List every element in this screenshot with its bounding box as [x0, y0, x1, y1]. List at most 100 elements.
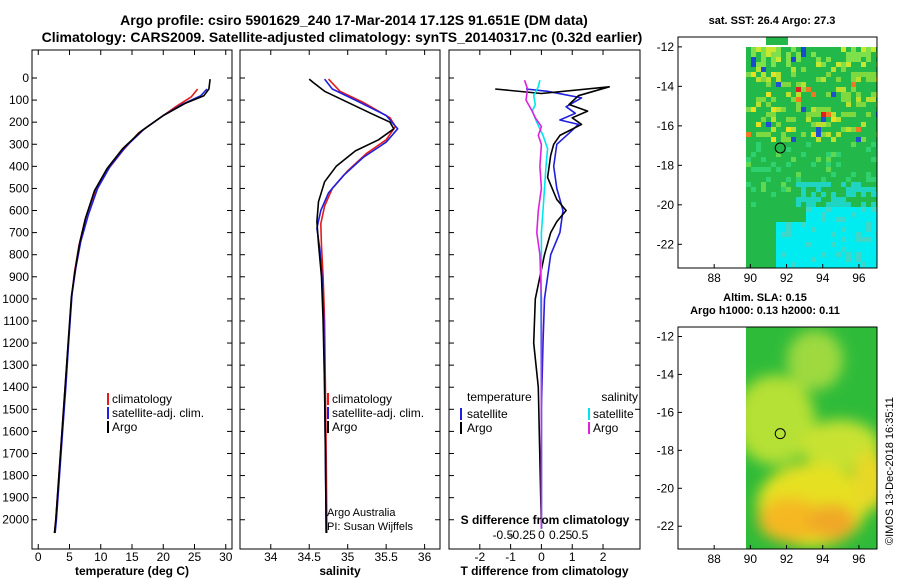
sst-cell — [866, 147, 871, 152]
sst-cell — [776, 72, 781, 77]
diff-legend-swatch — [460, 422, 462, 434]
pressure-tick-label: 600 — [9, 204, 29, 218]
sst-cell — [756, 102, 761, 107]
sst-cell — [751, 202, 756, 207]
sst-cell — [871, 192, 876, 197]
sst-cell — [796, 237, 801, 242]
sla-map-field — [746, 330, 877, 547]
sst-cell — [821, 192, 826, 197]
sst-cell — [836, 237, 841, 242]
sst-cell — [806, 257, 811, 262]
sst-cell — [816, 262, 821, 267]
sst-cell — [756, 122, 761, 127]
sst-cell — [826, 252, 831, 257]
sst-cell — [826, 152, 831, 157]
sst-cell — [856, 52, 861, 57]
sst-cell — [846, 177, 851, 182]
sla-map-xtick-label: 92 — [780, 552, 794, 566]
sst-cell — [831, 242, 836, 247]
sst-cell — [831, 247, 836, 252]
sst-cell — [826, 182, 831, 187]
sst-cell — [851, 182, 856, 187]
sst-cell — [776, 222, 781, 227]
pressure-tick-label: 700 — [9, 226, 29, 240]
sst-cell — [816, 132, 821, 137]
pressure-tick-label: 1100 — [3, 314, 29, 328]
sst-cell — [806, 242, 811, 247]
sst-map-xtick-label: 96 — [852, 271, 866, 285]
sst-cell — [866, 212, 871, 217]
sst-cell — [856, 77, 861, 82]
temperature-xtick-label: 5 — [66, 550, 73, 564]
sst-cell — [841, 182, 846, 187]
sst-cell — [826, 242, 831, 247]
sst-cell — [766, 47, 771, 52]
sst-cell — [791, 227, 796, 232]
sst-cell — [836, 207, 841, 212]
temperature-legend-item: climatology — [112, 392, 172, 406]
sst-cell — [821, 217, 826, 222]
sla-map-ytick-label: -22 — [657, 519, 675, 533]
sst-cell — [771, 47, 776, 52]
sst-cell — [826, 232, 831, 237]
temperature-xtick-label: 15 — [125, 550, 139, 564]
pressure-tick-label: 1300 — [2, 358, 29, 372]
sst-cell — [811, 162, 816, 167]
sla-map: Altim. SLA: 0.15 Argo h1000: 0.13 h2000:… — [657, 292, 878, 566]
sst-cell — [771, 162, 776, 167]
sst-cell — [791, 222, 796, 227]
sst-cell — [851, 77, 856, 82]
temperature-legend-swatch — [107, 407, 109, 419]
sst-cell — [841, 197, 846, 202]
sst-cell — [846, 102, 851, 107]
diff-legend-item: satellite — [467, 407, 508, 421]
sst-cell — [821, 122, 826, 127]
sst-cell — [831, 172, 836, 177]
sst-cell — [811, 242, 816, 247]
sst-cell — [746, 72, 751, 77]
sst-cell — [756, 67, 761, 72]
diff-legend-swatch — [588, 422, 590, 434]
sst-cell — [811, 202, 816, 207]
sst-cell — [841, 127, 846, 132]
sst-cell — [841, 247, 846, 252]
sst-cell — [816, 237, 821, 242]
sst-cell — [801, 232, 806, 237]
sst-cell — [776, 227, 781, 232]
sst-cell — [846, 252, 851, 257]
sst-cell — [756, 132, 761, 137]
sst-map-frame — [677, 36, 878, 269]
diff-legend-temperature-title: temperature — [467, 390, 532, 404]
sst-cell — [791, 157, 796, 162]
sst-cell — [826, 132, 831, 137]
sst-cell — [851, 252, 856, 257]
sst-cell — [781, 252, 786, 257]
sst-cell — [826, 257, 831, 262]
sst-cell — [761, 62, 766, 67]
sst-cell — [786, 117, 791, 122]
sst-cell — [816, 247, 821, 252]
sst-cell — [796, 197, 801, 202]
sst-cell — [866, 262, 871, 267]
sst-cell — [751, 52, 756, 57]
sst-cell — [866, 97, 871, 102]
sst-cell — [811, 197, 816, 202]
sst-cell — [841, 262, 846, 267]
sla-map-xtick-label: 96 — [852, 552, 866, 566]
sst-cell — [811, 257, 816, 262]
sst-cell — [816, 157, 821, 162]
sst-cell — [836, 132, 841, 137]
sst-cell — [866, 232, 871, 237]
difference-series-s-argo — [523, 79, 543, 529]
sst-cell — [766, 112, 771, 117]
sst-cell — [806, 197, 811, 202]
sst-cell — [821, 77, 826, 82]
sst-cell — [781, 257, 786, 262]
sst-cell — [821, 237, 826, 242]
sst-cell — [761, 117, 766, 122]
sst-cell — [756, 97, 761, 102]
sst-cell — [746, 162, 751, 167]
salinity-frame — [239, 49, 441, 550]
sst-cell — [806, 252, 811, 257]
sst-cell — [761, 132, 766, 137]
